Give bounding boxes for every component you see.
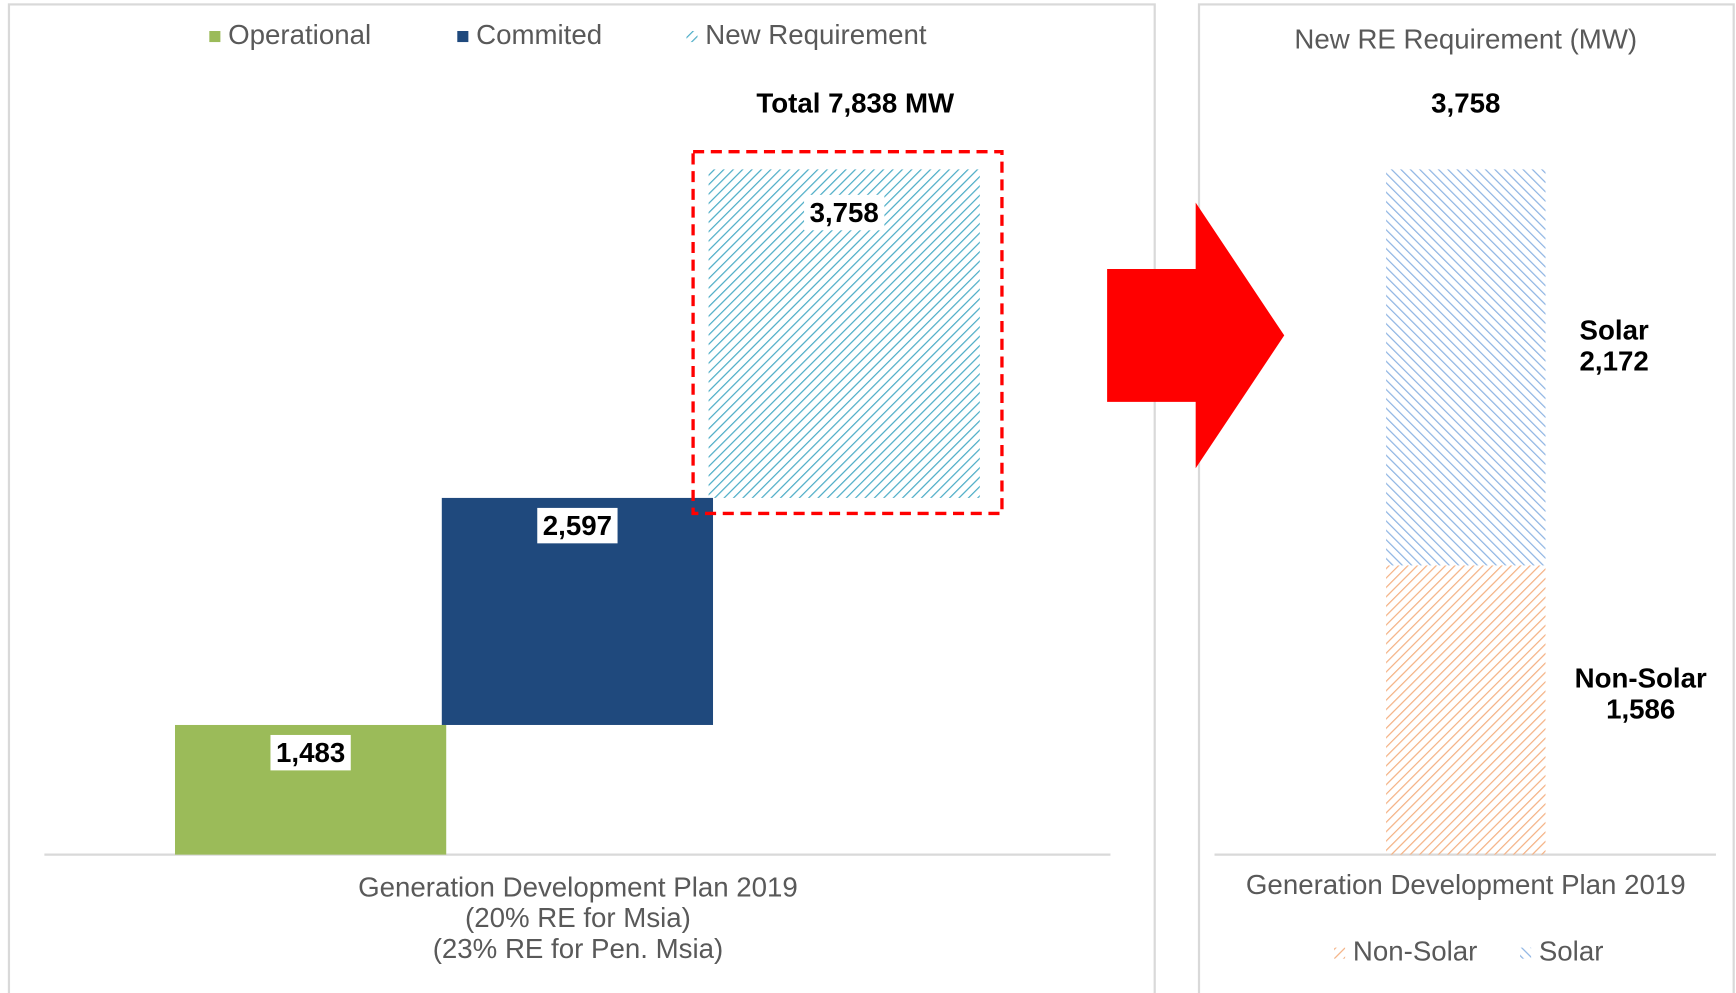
total-label: 3,758 xyxy=(1431,87,1500,118)
chart-title: New RE Requirement (MW) xyxy=(1294,23,1637,54)
label-box xyxy=(537,507,618,544)
series-label: Solar xyxy=(1580,314,1649,345)
arrow xyxy=(1107,202,1285,469)
bar xyxy=(1386,169,1546,566)
legend-swatch xyxy=(1520,947,1532,959)
data-label: 1,483 xyxy=(276,737,345,768)
data-label: 3,758 xyxy=(810,197,879,228)
right-panel xyxy=(1197,3,1735,993)
legend-label: Non-Solar xyxy=(1353,935,1478,966)
legend-label: Commited xyxy=(476,19,602,50)
x-axis-label: Generation Development Plan 2019 xyxy=(358,871,798,902)
data-label: 2,597 xyxy=(543,510,612,541)
legend-label: Solar xyxy=(1539,935,1604,966)
legend-swatch xyxy=(1334,947,1346,959)
left-panel xyxy=(7,3,1156,993)
legend-swatch xyxy=(686,30,698,43)
legend-label: New Requirement xyxy=(705,19,927,50)
x-axis-label: Generation Development Plan 2019 xyxy=(1246,869,1686,900)
legend-label: Operational xyxy=(228,19,371,50)
series-label: Non-Solar xyxy=(1575,662,1707,693)
bar xyxy=(1386,565,1546,855)
annotation: Total 7,838 MW xyxy=(756,87,955,118)
x-axis-label: (23% RE for Pen. Msia) xyxy=(433,933,723,964)
label-box xyxy=(270,734,351,771)
legend-swatch xyxy=(457,30,469,43)
x-axis-label: (20% RE for Msia) xyxy=(465,902,691,933)
data-label: 2,172 xyxy=(1580,345,1649,376)
highlight-box xyxy=(691,150,1004,516)
data-label: 1,586 xyxy=(1606,693,1675,724)
legend-swatch xyxy=(209,30,221,43)
label-box xyxy=(804,194,885,231)
